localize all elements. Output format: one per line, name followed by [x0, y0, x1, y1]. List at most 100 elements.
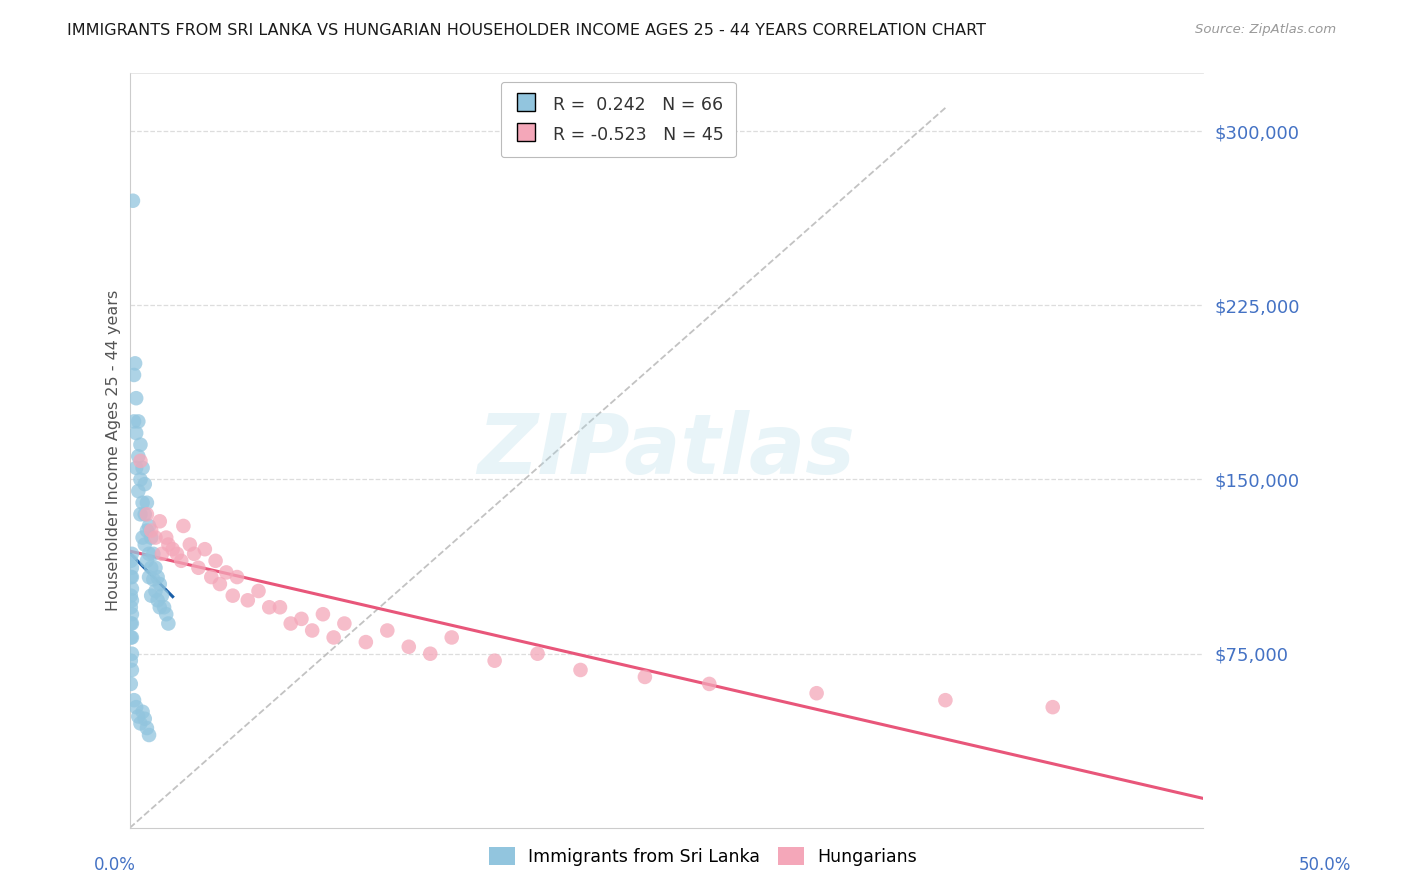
- Point: [122, 414, 145, 428]
- Point: [134, 537, 156, 551]
- Point: [122, 693, 145, 707]
- Point: [149, 577, 172, 591]
- Point: [120, 554, 142, 568]
- Point: [806, 686, 828, 700]
- Point: [301, 624, 323, 638]
- Point: [155, 531, 177, 545]
- Point: [127, 709, 149, 723]
- Point: [322, 631, 344, 645]
- Point: [127, 484, 149, 499]
- Point: [236, 593, 259, 607]
- Point: [141, 589, 163, 603]
- Point: [125, 700, 148, 714]
- Point: [121, 616, 143, 631]
- Point: [145, 531, 167, 545]
- Point: [142, 547, 165, 561]
- Point: [120, 654, 142, 668]
- Point: [131, 705, 153, 719]
- Point: [208, 577, 231, 591]
- Point: [120, 589, 142, 603]
- Point: [440, 631, 463, 645]
- Point: [354, 635, 377, 649]
- Point: [149, 514, 172, 528]
- Legend: R =  0.242   N = 66, R = -0.523   N = 45: R = 0.242 N = 66, R = -0.523 N = 45: [501, 82, 735, 157]
- Text: ZIPatlas: ZIPatlas: [478, 410, 855, 491]
- Point: [269, 600, 291, 615]
- Point: [125, 391, 148, 405]
- Point: [138, 519, 160, 533]
- Point: [141, 561, 163, 575]
- Point: [121, 570, 143, 584]
- Point: [172, 519, 194, 533]
- Point: [398, 640, 420, 654]
- Text: 50.0%: 50.0%: [1298, 856, 1351, 874]
- Point: [138, 728, 160, 742]
- Point: [134, 712, 156, 726]
- Point: [135, 554, 157, 568]
- Point: [134, 477, 156, 491]
- Point: [129, 437, 152, 451]
- Text: IMMIGRANTS FROM SRI LANKA VS HUNGARIAN HOUSEHOLDER INCOME AGES 25 - 44 YEARS COR: IMMIGRANTS FROM SRI LANKA VS HUNGARIAN H…: [67, 23, 987, 38]
- Point: [120, 570, 142, 584]
- Point: [290, 612, 312, 626]
- Point: [122, 368, 145, 382]
- Point: [697, 677, 720, 691]
- Text: Source: ZipAtlas.com: Source: ZipAtlas.com: [1195, 23, 1336, 37]
- Point: [419, 647, 441, 661]
- Point: [200, 570, 222, 584]
- Point: [138, 570, 160, 584]
- Text: 0.0%: 0.0%: [94, 856, 136, 874]
- Point: [157, 616, 180, 631]
- Point: [145, 584, 167, 599]
- Point: [142, 573, 165, 587]
- Point: [135, 524, 157, 538]
- Point: [131, 531, 153, 545]
- Point: [141, 531, 163, 545]
- Point: [157, 537, 180, 551]
- Point: [484, 654, 506, 668]
- Point: [124, 356, 146, 370]
- Point: [149, 600, 172, 615]
- Point: [121, 607, 143, 622]
- Point: [135, 496, 157, 510]
- Point: [120, 677, 142, 691]
- Point: [125, 425, 148, 440]
- Point: [121, 663, 143, 677]
- Point: [569, 663, 592, 677]
- Point: [934, 693, 956, 707]
- Point: [375, 624, 398, 638]
- Point: [138, 547, 160, 561]
- Point: [150, 589, 173, 603]
- Point: [129, 508, 152, 522]
- Point: [120, 600, 142, 615]
- Point: [127, 450, 149, 464]
- Point: [162, 542, 184, 557]
- Point: [333, 616, 356, 631]
- Point: [121, 561, 143, 575]
- Point: [222, 589, 245, 603]
- Legend: Immigrants from Sri Lanka, Hungarians: Immigrants from Sri Lanka, Hungarians: [482, 840, 924, 872]
- Point: [127, 414, 149, 428]
- Point: [204, 554, 226, 568]
- Point: [120, 616, 142, 631]
- Point: [131, 496, 153, 510]
- Point: [166, 547, 188, 561]
- Point: [145, 561, 167, 575]
- Point: [129, 716, 152, 731]
- Point: [131, 461, 153, 475]
- Point: [125, 461, 148, 475]
- Y-axis label: Householder Income Ages 25 - 44 years: Householder Income Ages 25 - 44 years: [107, 290, 121, 611]
- Point: [122, 194, 145, 208]
- Point: [170, 554, 193, 568]
- Point: [247, 584, 270, 599]
- Point: [259, 600, 281, 615]
- Point: [129, 473, 152, 487]
- Point: [215, 566, 238, 580]
- Point: [634, 670, 657, 684]
- Point: [141, 524, 163, 538]
- Point: [280, 616, 302, 631]
- Point: [121, 547, 143, 561]
- Point: [146, 593, 169, 607]
- Point: [194, 542, 217, 557]
- Point: [120, 631, 142, 645]
